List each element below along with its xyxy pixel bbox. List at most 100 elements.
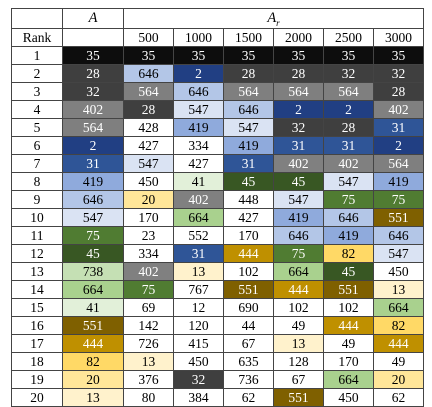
ar-value-cell: 75 — [273, 244, 324, 263]
ar-value-cell: 415 — [173, 334, 224, 353]
table-row: 12 45 334 31 444 75 82 547 — [11, 244, 424, 263]
table-row: 9 646 20 402 448 547 75 75 — [11, 190, 424, 209]
ranking-table-container: A Ar Rank 500 1000 1500 2000 2500 3000 1… — [11, 8, 424, 407]
ar-value-cell: 547 — [173, 100, 224, 119]
ar-value-cell: 32 — [273, 118, 324, 137]
rank-cell: 2 — [11, 64, 63, 83]
ar-value-cell: 428 — [123, 118, 174, 137]
ar-value-cell: 635 — [223, 352, 274, 371]
a-value-cell: 32 — [62, 82, 124, 101]
header-row-groups: A Ar — [11, 8, 424, 29]
ar-value-cell: 552 — [173, 226, 224, 245]
ar-value-cell: 13 — [273, 334, 324, 353]
ar-value-cell: 120 — [173, 316, 224, 335]
ar-value-cell: 334 — [173, 136, 224, 155]
ar-value-cell: 427 — [123, 136, 174, 155]
a-value-cell: 444 — [62, 334, 124, 353]
ar-value-cell: 75 — [123, 280, 174, 299]
ar-value-cell: 726 — [123, 334, 174, 353]
ar-value-cell: 551 — [273, 388, 324, 407]
ar-value-cell: 170 — [323, 352, 374, 371]
ar-value-cell: 82 — [373, 316, 424, 335]
a-value-cell: 28 — [62, 64, 124, 83]
ar-value-cell: 69 — [123, 298, 174, 317]
ar-value-cell: 564 — [273, 82, 324, 101]
ar-value-cell: 646 — [373, 226, 424, 245]
ar-value-cell: 35 — [223, 46, 274, 65]
ar-value-cell: 32 — [173, 370, 224, 389]
a-value-cell: 45 — [62, 244, 124, 263]
rank-cell: 7 — [11, 154, 63, 173]
rank-cell: 10 — [11, 208, 63, 227]
column-header-2000: 2000 — [273, 28, 324, 47]
table-row: 13 738 402 13 102 664 45 450 — [11, 262, 424, 281]
ar-value-cell: 32 — [323, 64, 374, 83]
rank-cell: 17 — [11, 334, 63, 353]
rank-cell: 16 — [11, 316, 63, 335]
ar-value-cell: 427 — [223, 208, 274, 227]
ar-value-cell: 13 — [373, 280, 424, 299]
ar-value-cell: 450 — [173, 352, 224, 371]
ar-value-cell: 547 — [273, 190, 324, 209]
ar-value-cell: 444 — [373, 334, 424, 353]
column-header-500: 500 — [123, 28, 174, 47]
ar-value-cell: 419 — [273, 208, 324, 227]
table-row: 19 20 376 32 736 67 664 20 — [11, 370, 424, 389]
ar-value-cell: 564 — [373, 154, 424, 173]
ar-value-cell: 646 — [273, 226, 324, 245]
ar-value-cell: 80 — [123, 388, 174, 407]
ar-value-cell: 551 — [323, 280, 374, 299]
ar-value-cell: 102 — [323, 298, 374, 317]
a-value-cell: 646 — [62, 190, 124, 209]
ar-value-cell: 13 — [123, 352, 174, 371]
ar-value-cell: 20 — [373, 370, 424, 389]
column-header-1000: 1000 — [173, 28, 224, 47]
ar-value-cell: 45 — [273, 172, 324, 191]
ar-value-cell: 547 — [373, 244, 424, 263]
ar-value-cell: 402 — [373, 100, 424, 119]
rank-cell: 4 — [11, 100, 63, 119]
ar-value-cell: 419 — [373, 172, 424, 191]
rank-cell: 19 — [11, 370, 63, 389]
a-value-cell: 419 — [62, 172, 124, 191]
ar-value-cell: 736 — [223, 370, 274, 389]
ar-value-cell: 450 — [373, 262, 424, 281]
ar-value-cell: 28 — [273, 64, 324, 83]
ar-value-cell: 13 — [173, 262, 224, 281]
ar-value-cell: 444 — [223, 244, 274, 263]
table-row: 5 564 428 419 547 32 28 31 — [11, 118, 424, 137]
ar-value-cell: 35 — [373, 46, 424, 65]
table-row: 10 547 170 664 427 419 646 551 — [11, 208, 424, 227]
table-row: 20 13 80 384 62 551 450 62 — [11, 388, 424, 407]
ar-value-cell: 2 — [323, 100, 374, 119]
rank-cell: 14 — [11, 280, 63, 299]
ar-value-cell: 664 — [173, 208, 224, 227]
ar-value-cell: 547 — [123, 154, 174, 173]
ar-value-cell: 170 — [223, 226, 274, 245]
ar-value-cell: 334 — [123, 244, 174, 263]
ar-value-cell: 450 — [323, 388, 374, 407]
ar-value-cell: 35 — [323, 46, 374, 65]
rank-cell: 6 — [11, 136, 63, 155]
table-row: 7 31 547 427 31 402 402 564 — [11, 154, 424, 173]
ar-group-header: Ar — [123, 8, 424, 29]
ar-value-cell: 62 — [373, 388, 424, 407]
ar-value-cell: 419 — [173, 118, 224, 137]
ar-value-cell: 23 — [123, 226, 174, 245]
ar-value-cell: 690 — [223, 298, 274, 317]
table-row: 6 2 427 334 419 31 31 2 — [11, 136, 424, 155]
ar-value-cell: 646 — [123, 64, 174, 83]
ar-value-cell: 12 — [173, 298, 224, 317]
ar-value-cell: 28 — [323, 118, 374, 137]
a-value-cell: 564 — [62, 118, 124, 137]
ar-value-cell: 427 — [173, 154, 224, 173]
rank-cell: 5 — [11, 118, 63, 137]
ar-value-cell: 28 — [373, 82, 424, 101]
ar-value-cell: 402 — [173, 190, 224, 209]
ar-value-cell: 31 — [273, 136, 324, 155]
rank-cell: 13 — [11, 262, 63, 281]
a-value-cell: 20 — [62, 370, 124, 389]
ar-value-cell: 450 — [123, 172, 174, 191]
ar-value-cell: 444 — [273, 280, 324, 299]
ar-value-cell: 551 — [223, 280, 274, 299]
